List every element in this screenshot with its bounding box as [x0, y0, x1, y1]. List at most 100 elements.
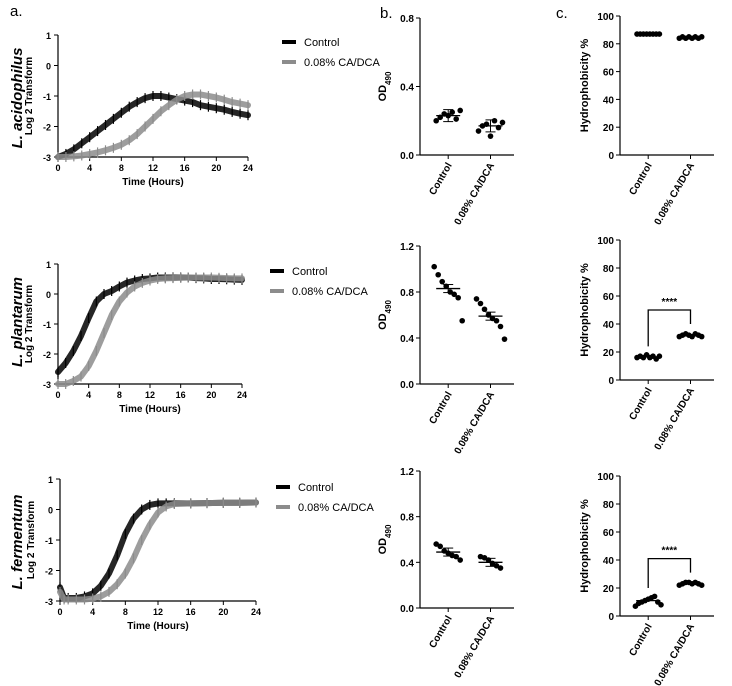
y-tick-label: 0.0 — [400, 380, 414, 391]
y-tick-label: 0.0 — [400, 151, 414, 162]
x-tick-label: 24 — [237, 390, 247, 400]
y-axis-label: Log 2 Transform — [24, 285, 35, 363]
species-label-fermentum: L. fermentum — [9, 494, 26, 589]
y-tick-label: 0.4 — [400, 558, 414, 569]
data-point — [437, 543, 444, 550]
y-tick-label: 100 — [597, 12, 614, 23]
x-tick-label: 0 — [57, 607, 62, 617]
y-tick-label: 0 — [608, 612, 614, 623]
y-tick-label: 0.0 — [400, 604, 414, 615]
growth-chart: -3 -2 -1 0 1 0 4 8 12 16 20 24 Time (Hours) Log 2 Tra… — [24, 31, 380, 188]
y-axis-label-subscript: 490 — [384, 71, 393, 85]
x-tick-label: 20 — [206, 390, 216, 400]
data-point — [459, 317, 466, 324]
data-point — [487, 133, 494, 139]
data-point — [431, 263, 438, 270]
x-axis-label: Time (Hours) — [127, 621, 189, 632]
y-tick-label: 0 — [48, 506, 53, 516]
y-tick-label: 0.4 — [400, 83, 414, 94]
legend-label: Control — [304, 37, 339, 49]
y-tick-label: 0.8 — [400, 14, 414, 25]
x-tick-label: 24 — [251, 607, 261, 617]
y-tick-label: -2 — [43, 350, 51, 360]
y-tick-label: 60 — [603, 292, 615, 303]
data-point — [497, 565, 504, 571]
y-tick-label: 0 — [46, 62, 51, 72]
x-tick-label: 16 — [176, 390, 186, 400]
data-point — [439, 278, 446, 285]
y-tick-label: 20 — [603, 348, 615, 359]
y-tick-label: 80 — [603, 40, 615, 51]
y-tick-label: 80 — [603, 500, 615, 511]
data-point — [453, 116, 460, 122]
x-tick-label: 8 — [119, 163, 124, 173]
data-point — [455, 294, 462, 301]
y-tick-label: -2 — [43, 123, 51, 133]
panel-label-a: a. — [10, 3, 23, 20]
species-label-acidophilus: L. acidophilus — [9, 48, 26, 149]
data-point — [435, 271, 442, 278]
data-point — [698, 582, 705, 588]
significance-label: **** — [662, 546, 678, 557]
x-tick-label: 4 — [90, 607, 95, 617]
y-tick-label: 100 — [597, 472, 614, 483]
y-tick-label: -3 — [43, 153, 51, 163]
x-tick-label: 8 — [117, 390, 122, 400]
y-tick-label: 1 — [48, 475, 53, 485]
growth-chart: -3 -2 -1 0 1 0 4 8 12 16 20 24 Time (Hours) Log 2 Tra… — [24, 260, 368, 415]
x-tick-label: 12 — [148, 163, 158, 173]
y-tick-label: 60 — [603, 528, 615, 539]
growth-chart: -3 -2 -1 0 1 0 4 8 12 16 20 24 Time (Hours) Log 2 Tra… — [26, 475, 374, 632]
significance-bracket — [647, 309, 692, 347]
data-point — [497, 323, 504, 330]
y-axis-label-subscript: 490 — [384, 524, 393, 538]
y-tick-label: 0 — [608, 376, 614, 387]
y-tick-label: -1 — [45, 536, 53, 546]
y-tick-label: 40 — [603, 320, 615, 331]
x-tick-label: 12 — [153, 607, 163, 617]
y-tick-label: 0.4 — [400, 334, 414, 345]
x-tick-label: 20 — [211, 163, 221, 173]
x-tick-label: 4 — [87, 163, 92, 173]
data-point — [499, 119, 506, 126]
panel-label-b: b. — [380, 5, 393, 22]
y-tick-label: -2 — [45, 567, 53, 577]
y-tick-label: 80 — [603, 264, 615, 275]
y-tick-label: 100 — [597, 236, 614, 247]
x-tick-label: 4 — [86, 390, 91, 400]
legend-label: 0.08% CA/DCA — [304, 57, 380, 69]
y-tick-label: 1 — [46, 31, 51, 41]
y-tick-label: -3 — [43, 380, 51, 390]
y-tick-label: 1.2 — [400, 242, 414, 253]
y-axis-label-subscript: 490 — [384, 300, 393, 314]
y-tick-label: 20 — [603, 584, 615, 595]
data-point — [457, 107, 464, 114]
y-tick-label: -1 — [43, 320, 51, 330]
x-tick-label: 24 — [243, 163, 253, 173]
data-point — [501, 336, 508, 342]
x-tick-label: 12 — [145, 390, 155, 400]
legend-label: 0.08% CA/DCA — [292, 286, 368, 298]
data-point — [658, 602, 664, 608]
data-point — [473, 296, 480, 302]
y-tick-label: 60 — [603, 68, 615, 79]
x-tick-label: 0 — [55, 390, 60, 400]
data-point — [656, 353, 663, 360]
data-point — [481, 306, 488, 313]
data-point — [493, 317, 500, 324]
y-axis-label: Log 2 Transform — [26, 501, 37, 579]
x-axis-label: Time (Hours) — [122, 177, 184, 188]
data-point — [449, 109, 456, 115]
legend-label: Control — [298, 482, 333, 494]
data-point — [475, 128, 482, 134]
legend-label: 0.08% CA/DCA — [298, 502, 374, 514]
panel-label-c: c. — [556, 5, 568, 22]
y-tick-label: 40 — [603, 556, 615, 567]
x-tick-label: 8 — [123, 607, 128, 617]
x-tick-label: 0 — [55, 163, 60, 173]
y-tick-label: 40 — [603, 95, 615, 106]
y-axis-label: Hydrophobicity % — [579, 499, 591, 593]
y-tick-label: 0 — [608, 151, 614, 162]
